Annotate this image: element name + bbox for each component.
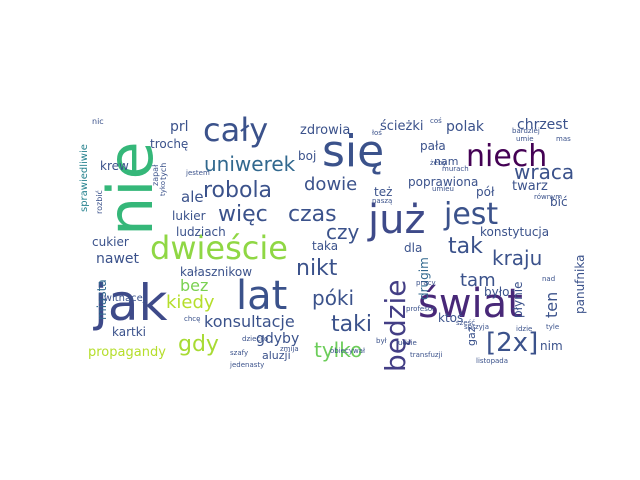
word-uniwerek: uniwerek	[204, 152, 296, 176]
word-nawet: nawet	[96, 251, 140, 267]
word-caly: cały	[203, 111, 269, 149]
word-jestem: jestem	[186, 169, 210, 177]
word-plynie: płynie	[511, 281, 525, 318]
word-kraju: kraju	[492, 246, 543, 270]
word-cukier: cukier	[92, 235, 129, 249]
word-robola: robola	[203, 178, 273, 203]
word-bardziej: bardziej	[512, 127, 540, 135]
word-2x: [2x]	[486, 328, 539, 358]
word-dla: dla	[404, 241, 423, 255]
word-umie: umie	[516, 135, 534, 143]
word-rownym: równym	[534, 193, 563, 201]
word-chrzest: chrzest	[517, 117, 569, 133]
word-poki: póki	[312, 286, 355, 310]
word-los: łoś	[372, 129, 382, 137]
word-listopada: listopada	[476, 357, 509, 365]
word-ludziach: ludziach	[176, 225, 226, 239]
word-nad: nad	[542, 275, 556, 283]
word-transfuzji: transfuzji	[410, 351, 443, 359]
word-pol: pół	[476, 185, 495, 199]
word-boj: boj	[298, 149, 317, 163]
word-ludzie: ludzie	[396, 339, 417, 347]
word-ale: ale	[181, 188, 204, 206]
word-szesc: sześć	[456, 319, 476, 327]
word-dowie: dowie	[304, 174, 358, 195]
word-gdy: gdy	[178, 332, 219, 357]
word-wraca: wraca	[514, 160, 575, 184]
word-juz: już	[368, 197, 426, 243]
word-nie: nie	[94, 141, 167, 236]
word-zdrowia: zdrowia	[300, 123, 351, 138]
word-ten: ten	[542, 291, 561, 318]
word-murach: murach	[442, 165, 469, 173]
word-jak: jak	[94, 274, 168, 332]
word-gdyby: gdyby	[256, 331, 300, 347]
word-niech: niech	[466, 139, 548, 174]
word-tylko: tylko	[314, 338, 363, 362]
word-kiedy: kiedy	[166, 292, 215, 313]
word-bylo: było	[484, 285, 510, 299]
word-twarz: twarz	[512, 179, 548, 194]
word-nim: nim	[540, 339, 563, 353]
word-tyko: tyko	[159, 181, 167, 196]
word-tyle: tyle	[546, 323, 560, 331]
word-nasza: naszą	[372, 197, 393, 205]
word-lukier: lukier	[172, 209, 206, 223]
word-dwiescie: dwieście	[150, 229, 288, 267]
word-zmija: zmija	[280, 345, 299, 353]
word-czas: czas	[288, 202, 337, 227]
word-zeby: żeby	[430, 159, 447, 167]
word-cos: coś	[430, 117, 442, 125]
word-bedzie: będzie	[379, 279, 412, 372]
word-sprzyja: sprzyja	[464, 323, 490, 331]
word-nikt: nikt	[296, 256, 338, 281]
word-lat: lat	[236, 273, 288, 319]
word-kalasznikow: kałasznikow	[180, 265, 253, 279]
word-bic: bić	[550, 195, 568, 209]
word-nam: nam	[434, 155, 459, 168]
word-polak: polak	[446, 119, 485, 135]
word-kartki: kartki	[112, 325, 147, 339]
word-panufnika: panufnika	[573, 254, 587, 314]
word-propagandy: propagandy	[88, 345, 166, 360]
word-wiec: więc	[218, 202, 268, 227]
word-aluzji: aluzji	[262, 349, 291, 362]
word-pala: pała	[420, 139, 446, 153]
word-sie: się	[322, 126, 385, 177]
word-tak: tak	[448, 234, 483, 259]
word-obiecywal: obiecywał	[330, 347, 365, 355]
word-tam: tam	[460, 270, 496, 291]
word-bez: bez	[180, 276, 209, 295]
word-szafy: szafy	[230, 349, 249, 357]
word-idzie: idzie	[516, 325, 533, 333]
word-konstytucja: konstytucja	[480, 225, 550, 239]
word-rozbic: rozbić	[95, 190, 104, 214]
word-troche: trochę	[150, 137, 189, 151]
word-sciezki: ścieżki	[380, 119, 424, 134]
word-profesor: profesor	[406, 305, 436, 313]
word-dziecko: dziecko	[242, 335, 269, 343]
word-taka: taka	[312, 239, 339, 253]
word-mas: mas	[556, 135, 571, 143]
word-umieu: umieu	[432, 185, 454, 193]
word-taki: taki	[331, 312, 372, 337]
word-jest: jest	[444, 197, 499, 232]
word-prl: prl	[170, 119, 189, 135]
word-nic: nic	[92, 117, 104, 126]
word-poprawiona: poprawiona	[408, 175, 479, 189]
word-byl: był	[376, 337, 387, 345]
word-chce: chcę	[184, 315, 201, 323]
word-pracy: pracy	[416, 279, 436, 287]
word-swiat: świat	[418, 281, 523, 327]
word-czy: czy	[326, 220, 360, 244]
word-kwitnacej: kwitnącej	[98, 293, 146, 304]
word-krew: krew	[100, 159, 129, 173]
word-tez: też	[374, 185, 393, 199]
word-ktos: ktoś	[438, 311, 464, 325]
word-tych: tych	[159, 162, 168, 180]
word-sprawiedliwie: sprawiedliwie	[79, 144, 90, 212]
word-jedenasty: jedenasty	[230, 361, 265, 369]
word-konsultacje: konsultacje	[204, 312, 295, 331]
